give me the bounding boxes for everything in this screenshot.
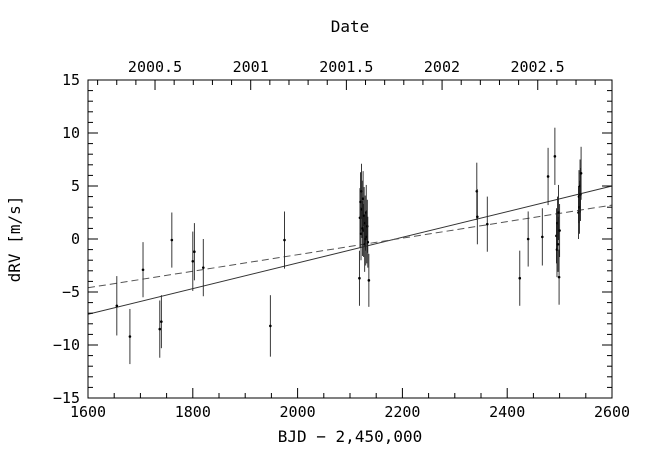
y-tick-label: 0 [71, 230, 80, 248]
data-point [546, 147, 550, 206]
data-point [485, 196, 489, 252]
data-point [526, 211, 530, 267]
x-tick-label: 2000 [280, 403, 316, 421]
top-tick-label: 2000.5 [128, 58, 182, 76]
data-point [367, 253, 371, 307]
point-marker [557, 275, 561, 279]
point-marker [526, 237, 530, 241]
point-marker [158, 327, 162, 331]
x-axis-label: BJD − 2,450,000 [278, 427, 423, 446]
plot-frame [87, 79, 613, 399]
data-point [358, 250, 361, 306]
top-tick-label: 2002.5 [510, 58, 564, 76]
axis-ticks [87, 79, 613, 399]
point-marker [367, 279, 371, 282]
x-tick-label: 2600 [594, 403, 630, 421]
data-point [476, 189, 479, 245]
point-marker [556, 243, 560, 246]
point-marker [193, 250, 196, 254]
data-point [193, 223, 196, 281]
dashed-fit-line [87, 204, 613, 289]
point-marker [476, 215, 479, 219]
point-marker [191, 259, 195, 263]
data-point [269, 295, 272, 357]
top-axis-label: Date [331, 17, 370, 36]
y-tick-label: −15 [53, 389, 80, 407]
tick-labels: 1600 1800 2000 2200 2400 2600 −15 −10 −5 0 5 10 15 20… [53, 58, 630, 421]
y-tick-label: −5 [62, 283, 80, 301]
data-point [556, 216, 560, 272]
point-marker [269, 324, 272, 328]
point-marker [160, 320, 163, 323]
point-marker [201, 266, 205, 269]
point-marker [366, 240, 370, 244]
y-tick-label: −10 [53, 336, 80, 354]
data-point [366, 216, 370, 268]
point-marker [558, 229, 561, 232]
data-point [128, 308, 132, 365]
point-marker [546, 175, 550, 178]
point-marker [518, 276, 522, 280]
data-point [541, 208, 544, 266]
data-point [283, 211, 286, 269]
point-marker [579, 171, 583, 175]
data-point [579, 146, 583, 200]
data-points [115, 127, 583, 365]
y-tick-label: 5 [71, 177, 80, 195]
data-point [160, 295, 163, 349]
y-tick-label: 10 [62, 124, 80, 142]
data-point [158, 300, 162, 358]
solid-fit-line [87, 185, 613, 315]
data-point [201, 239, 205, 297]
point-marker [485, 222, 489, 226]
y-tick-label: 15 [62, 71, 80, 89]
data-point [141, 242, 145, 298]
data-point [170, 212, 174, 268]
point-marker [541, 235, 544, 239]
data-point [553, 127, 557, 185]
top-tick-label: 2001 [233, 58, 269, 76]
data-point [518, 250, 522, 306]
data-point [557, 249, 561, 305]
point-marker [283, 238, 286, 242]
top-tick-label: 2001.5 [319, 58, 373, 76]
data-point [558, 204, 561, 258]
data-point [115, 276, 119, 336]
point-marker [115, 304, 119, 308]
point-marker [170, 238, 174, 242]
point-marker [553, 155, 557, 158]
x-tick-label: 2200 [384, 403, 420, 421]
data-point [191, 231, 195, 291]
x-tick-label: 1800 [175, 403, 211, 421]
x-tick-label: 1600 [70, 403, 106, 421]
point-marker [128, 335, 132, 338]
fit-lines [87, 185, 613, 315]
point-marker [141, 268, 145, 272]
point-marker [358, 276, 361, 280]
top-tick-label: 2002 [424, 58, 460, 76]
y-axis-label: dRV [m/s] [5, 196, 24, 283]
x-tick-label: 2400 [489, 403, 525, 421]
